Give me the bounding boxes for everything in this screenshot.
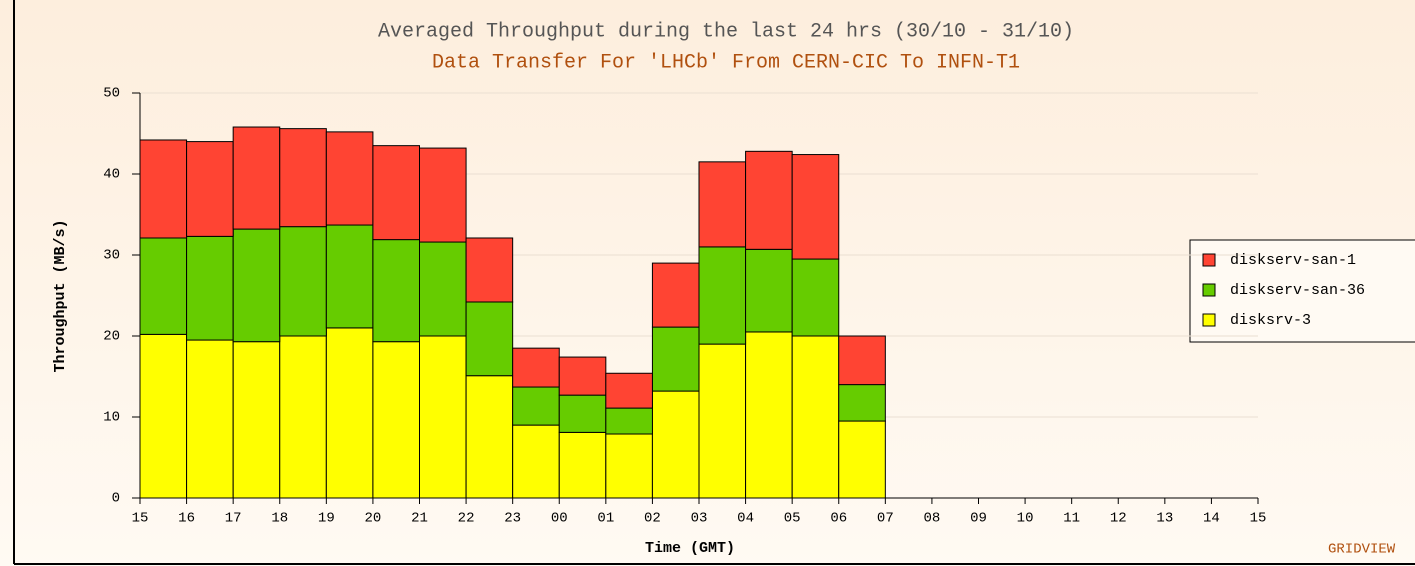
bar-segment: [745, 248, 793, 333]
bar-segment: [279, 226, 327, 337]
bar-segment: [558, 394, 607, 433]
bar-segment: [139, 139, 188, 239]
bar-segment: [512, 347, 560, 388]
bar-segment: [232, 228, 281, 343]
bar-segment: [698, 161, 747, 248]
x-tick-label: 18: [271, 511, 288, 527]
x-tick-label: 02: [644, 511, 661, 527]
chart-title: Averaged Throughput during the last 24 h…: [378, 20, 1074, 43]
bar-segment: [372, 239, 420, 343]
bar-segment: [838, 335, 886, 386]
bar-segment: [698, 246, 747, 345]
y-tick-label: 30: [103, 248, 120, 264]
bar-segment: [232, 341, 281, 499]
x-tick-label: 11: [1063, 511, 1080, 527]
y-tick-label: 0: [112, 491, 120, 507]
x-tick-label: 07: [877, 511, 894, 527]
bar-segment: [279, 128, 327, 228]
y-tick-label: 40: [103, 167, 120, 183]
y-tick-label: 20: [103, 329, 120, 345]
bar-segment: [186, 141, 234, 237]
y-tick-label: 10: [103, 410, 120, 426]
bar-segment: [745, 150, 793, 250]
bar-segment: [791, 154, 840, 260]
x-tick-label: 15: [132, 511, 149, 527]
bar-segment: [419, 241, 467, 337]
x-tick-label: 09: [970, 511, 987, 527]
legend-swatch: [1202, 313, 1216, 327]
bar-segment: [325, 327, 374, 499]
bar-segment: [419, 147, 467, 243]
bar-segment: [232, 126, 281, 230]
x-tick-label: 04: [737, 511, 754, 527]
bar-segment: [605, 433, 653, 499]
y-axis-label: Throughput (MB/s): [52, 219, 69, 372]
bar-segment: [558, 356, 607, 396]
legend-label: diskserv-san-1: [1230, 252, 1356, 269]
chart-subtitle: Data Transfer For 'LHCb' From CERN-CIC T…: [432, 51, 1020, 74]
x-tick-label: 01: [597, 511, 614, 527]
bar-segment: [791, 258, 840, 337]
bar-segment: [372, 145, 420, 241]
bar-segment: [745, 331, 793, 499]
bar-segment: [279, 335, 327, 499]
bar-segment: [838, 384, 886, 422]
bar-segment: [325, 224, 374, 329]
legend-swatch: [1202, 253, 1216, 267]
x-tick-label: 16: [178, 511, 195, 527]
bar-segment: [605, 407, 653, 435]
legend-label: diskserv-san-36: [1230, 282, 1365, 299]
bar-segment: [791, 335, 840, 499]
x-tick-label: 21: [411, 511, 428, 527]
bar-segment: [651, 390, 700, 499]
x-tick-label: 08: [924, 511, 941, 527]
bar-segment: [186, 339, 234, 499]
bar-segment: [186, 235, 234, 341]
x-tick-label: 23: [504, 511, 521, 527]
bar-segment: [838, 420, 886, 499]
bar-segment: [605, 372, 653, 409]
x-tick-label: 00: [551, 511, 568, 527]
bar-segment: [139, 333, 188, 499]
bar-segment: [419, 335, 467, 499]
legend-box: [1189, 239, 1415, 343]
legend-label: disksrv-3: [1230, 312, 1311, 329]
x-tick-label: 13: [1156, 511, 1173, 527]
x-axis-label: Time (GMT): [645, 540, 735, 557]
footer: GRIDVIEW: [1328, 542, 1396, 558]
x-tick-label: 06: [830, 511, 847, 527]
x-tick-label: 22: [458, 511, 475, 527]
bar-segment: [651, 262, 700, 328]
bar-segment: [698, 343, 747, 499]
x-tick-label: 03: [691, 511, 708, 527]
bar-segment: [325, 131, 374, 226]
x-tick-label: 20: [365, 511, 382, 527]
x-tick-label: 17: [225, 511, 242, 527]
x-tick-label: 05: [784, 511, 801, 527]
y-tick-label: 50: [103, 86, 120, 102]
bar-segment: [139, 237, 188, 335]
bar-segment: [512, 424, 560, 499]
x-tick-label: 15: [1250, 511, 1267, 527]
x-tick-label: 14: [1203, 511, 1220, 527]
x-tick-label: 19: [318, 511, 335, 527]
legend-swatch: [1202, 283, 1216, 297]
bar-segment: [465, 301, 514, 377]
bar-segment: [465, 375, 514, 499]
bar-segment: [512, 386, 560, 426]
bar-segment: [465, 237, 514, 303]
bar-segment: [651, 326, 700, 392]
x-tick-label: 12: [1110, 511, 1127, 527]
bar-segment: [372, 341, 420, 499]
bar-segment: [558, 431, 607, 499]
x-tick-label: 10: [1017, 511, 1034, 527]
